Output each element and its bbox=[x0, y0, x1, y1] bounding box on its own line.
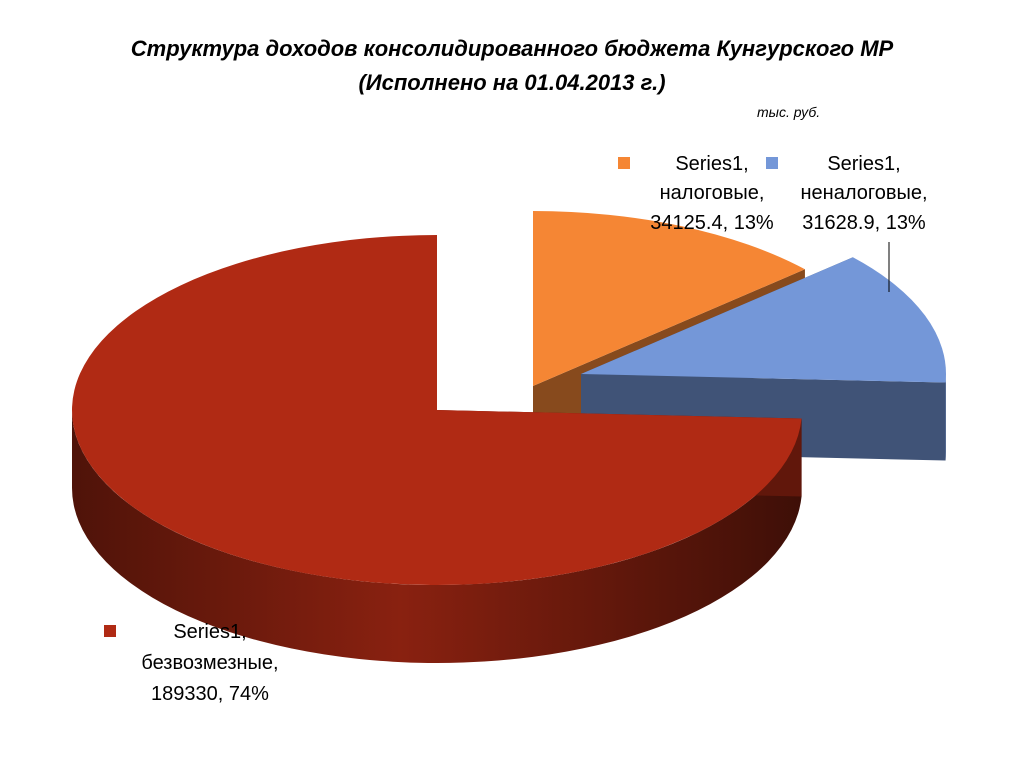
pie-slice-безвозмезные bbox=[72, 235, 802, 585]
unit-label: тыс. руб. bbox=[757, 104, 821, 120]
data-label-безвозмезные-line1: Series1, bbox=[173, 621, 246, 643]
data-label-налоговые-line2: налоговые, bbox=[660, 182, 765, 204]
chart-title-line2: (Исполнено на 01.04.2013 г.) bbox=[358, 70, 666, 95]
pie-slice-неналоговые bbox=[581, 257, 946, 383]
legend-key-безвозмезные bbox=[104, 625, 116, 637]
legend-key-неналоговые bbox=[766, 157, 778, 169]
slice-wall-безвозмезные bbox=[72, 410, 802, 664]
chart-title-line1: Структура доходов консолидированного бюд… bbox=[130, 36, 894, 61]
legend-key-налоговые bbox=[618, 157, 630, 169]
data-label-налоговые-line1: Series1, bbox=[675, 153, 748, 175]
chart-title: Структура доходов консолидированного бюд… bbox=[0, 32, 1024, 100]
data-label-неналоговые-line2: неналоговые, bbox=[800, 182, 927, 204]
data-label-неналоговые-line3: 31628.9, 13% bbox=[802, 212, 926, 234]
data-label-неналоговые-line1: Series1, bbox=[827, 153, 900, 175]
data-label-безвозмезные-line3: 189330, 74% bbox=[151, 683, 269, 705]
pie-slice-налоговые bbox=[533, 211, 805, 386]
data-label-налоговые-line3: 34125.4, 13% bbox=[650, 212, 774, 234]
data-label-безвозмезные-line2: безвозмезные, bbox=[141, 652, 278, 674]
